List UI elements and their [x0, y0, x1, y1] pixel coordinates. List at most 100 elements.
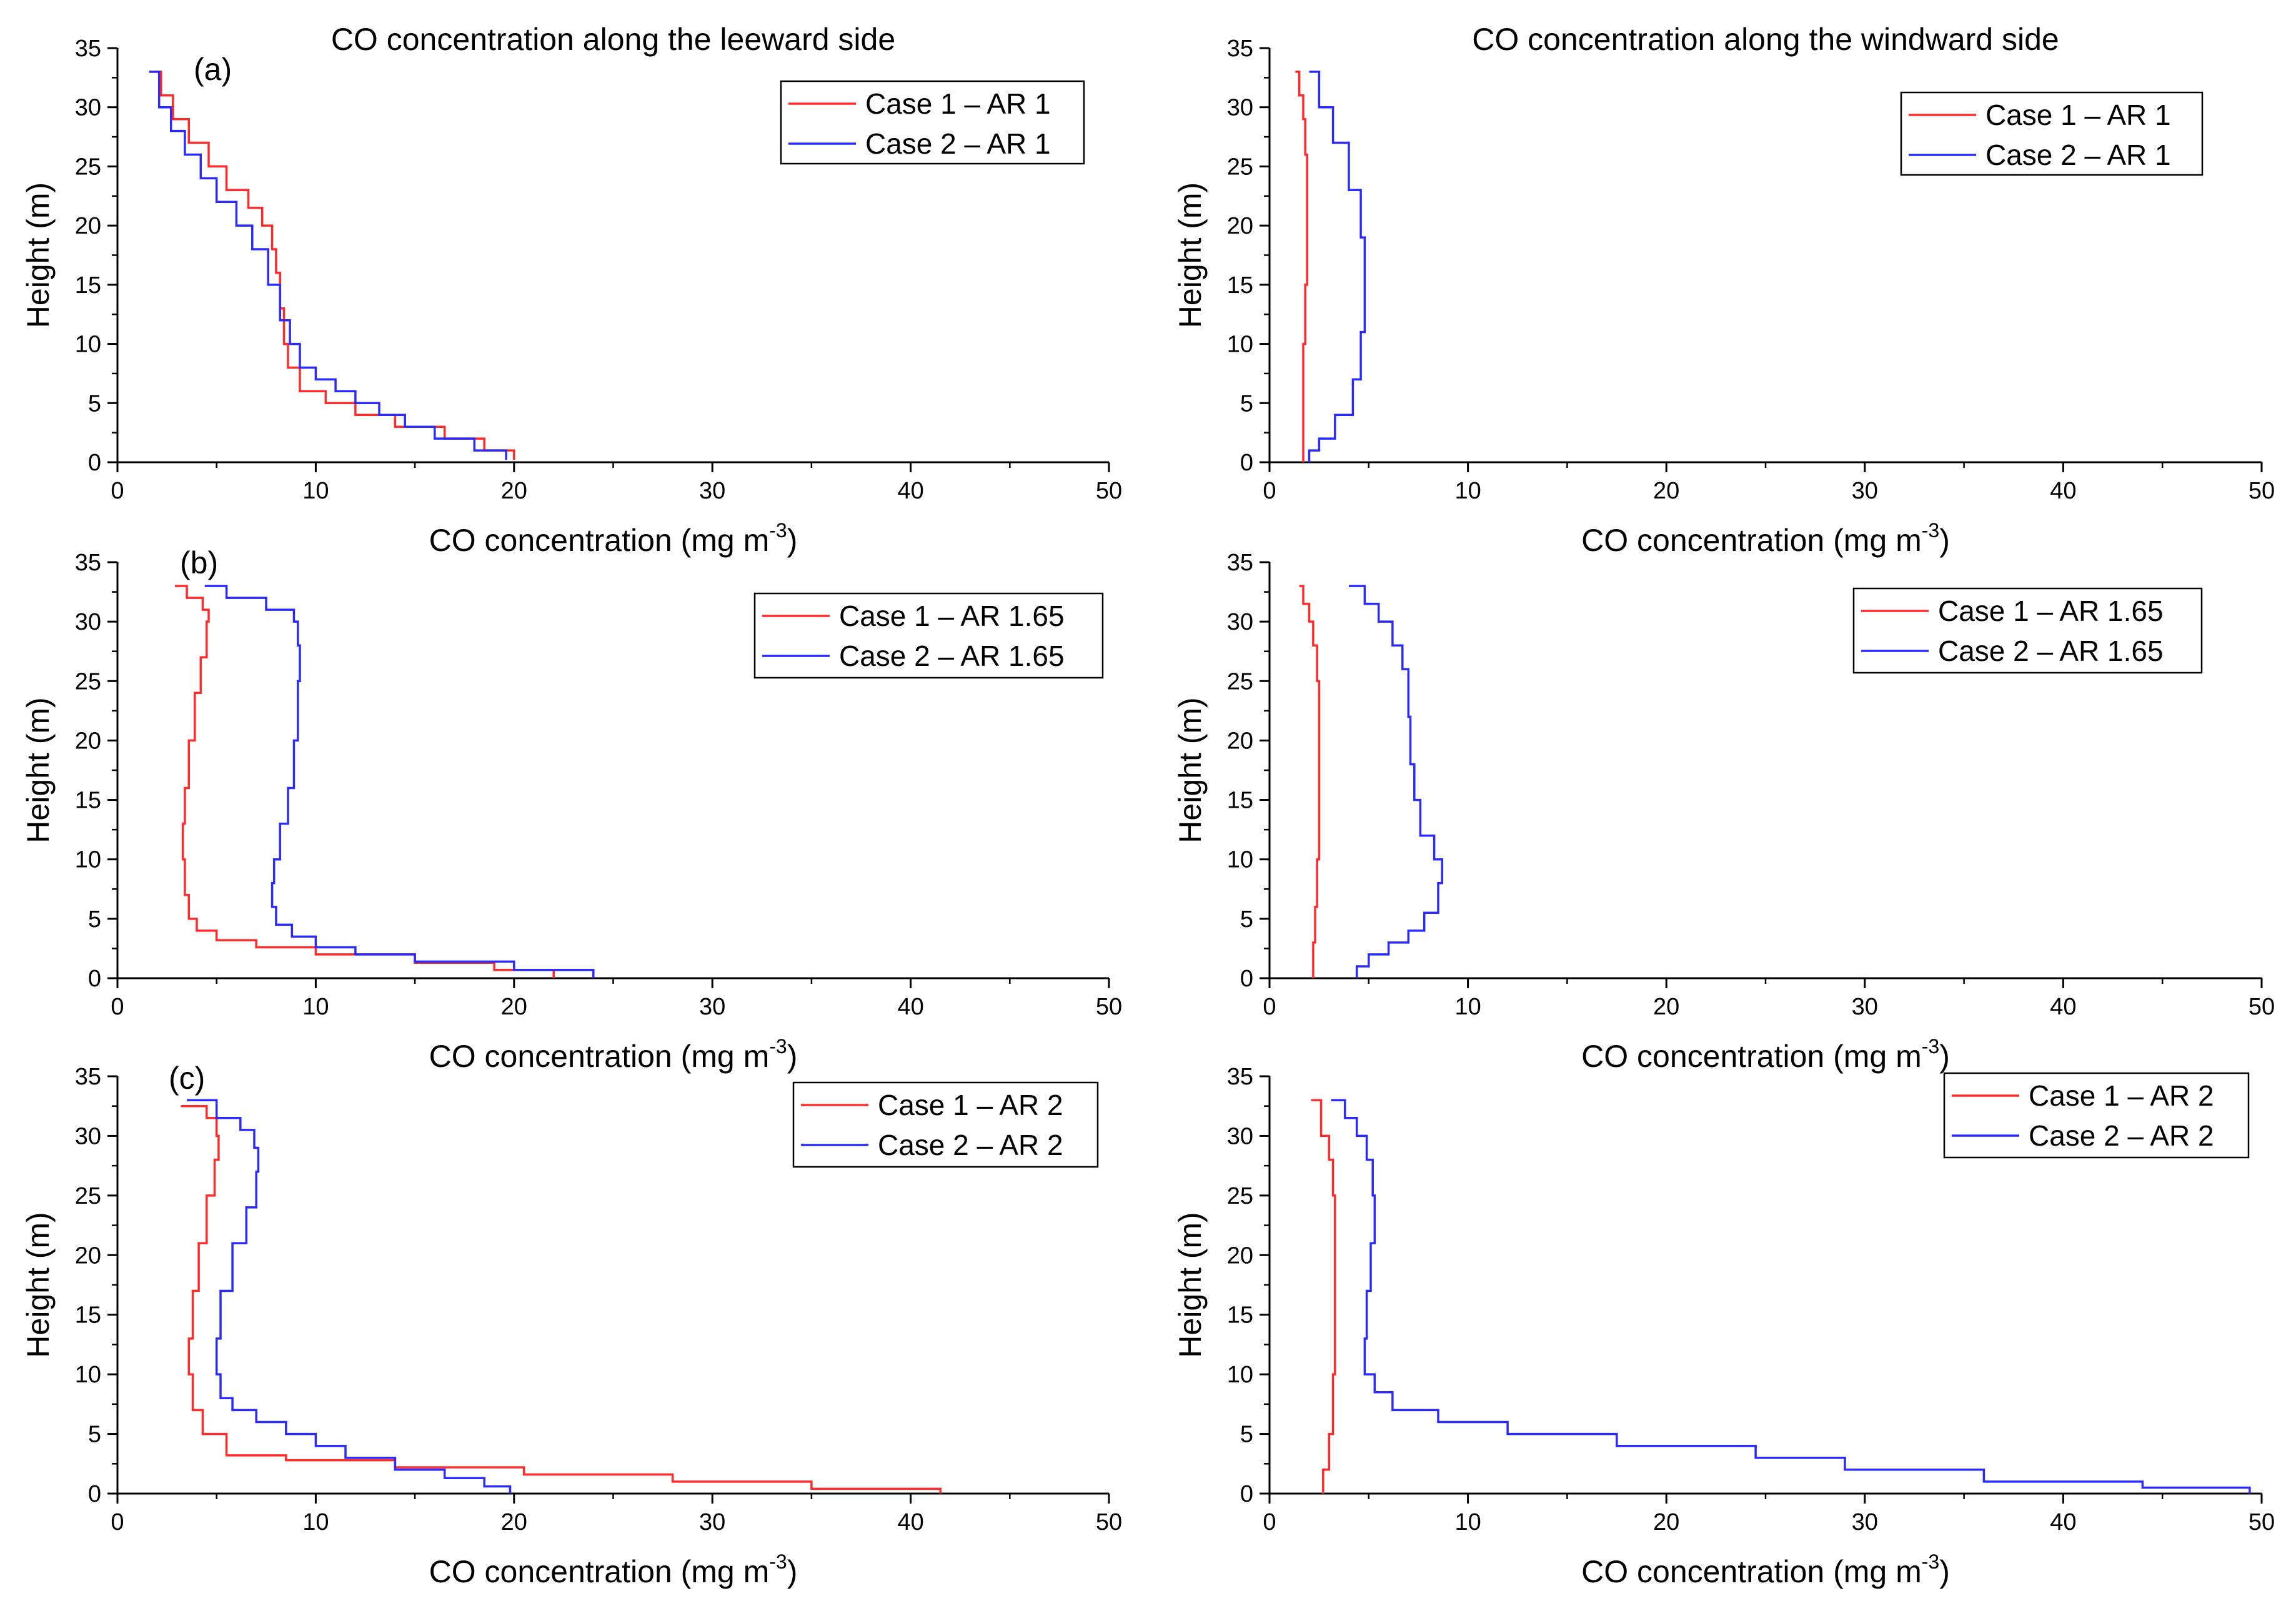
legend-label: Case 2 – AR 1	[865, 127, 1051, 160]
x-axis-title: CO concentration (mg m-3)	[429, 1550, 798, 1589]
y-tick-label: 15	[75, 788, 101, 814]
y-tick-label: 15	[75, 272, 101, 299]
y-tick-label: 30	[1227, 95, 1253, 121]
x-tick-label: 50	[2249, 994, 2275, 1020]
x-tick-label: 30	[1852, 478, 1878, 504]
x-tick-label: 0	[1263, 478, 1276, 504]
x-tick-label: 20	[501, 1509, 527, 1535]
series-line-case-2	[1331, 1099, 2251, 1494]
legend-label: Case 1 – AR 1.65	[839, 600, 1065, 632]
legend: Case 1 – AR 1 Case 2 – AR 1	[780, 80, 1085, 165]
legend-label: Case 1 – AR 1	[1985, 99, 2171, 131]
legend-box	[792, 1081, 1099, 1168]
y-tick-label: 20	[1227, 728, 1253, 754]
legend: Case 1 – AR 1 Case 2 – AR 1	[1900, 91, 2204, 176]
series-line-case-2	[1308, 71, 1366, 462]
y-tick-label: 10	[75, 1362, 101, 1388]
panel-letter: (c)	[169, 1061, 205, 1096]
x-tick-label: 40	[2050, 994, 2076, 1020]
legend-label: Case 2 – AR 1.65	[839, 640, 1065, 672]
y-tick-label: 10	[1227, 332, 1253, 358]
series-line-case-1	[175, 585, 555, 978]
series-line-case-1	[181, 1104, 942, 1494]
x-tick-label: 0	[1263, 1509, 1276, 1535]
y-axis-title: Height (m)	[21, 182, 56, 328]
y-tick-label: 30	[75, 609, 101, 635]
x-tick-label: 10	[302, 478, 329, 504]
y-tick-label: 10	[1227, 1362, 1253, 1388]
x-axis-title: CO concentration (mg m-3)	[1581, 1035, 1950, 1074]
series-line-case-1	[1295, 71, 1309, 462]
chart-panel-6: 0 10 20 30 40 50 0 5 10 15 20 25 30 35 Height (m) CO co…	[1173, 1064, 2275, 1589]
x-tick-label: 40	[2050, 478, 2076, 504]
series-line-case-2	[1349, 585, 1444, 978]
legend-label: Case 1 – AR 1	[865, 87, 1051, 120]
x-tick-label: 30	[699, 1509, 725, 1535]
legend-box	[753, 592, 1104, 679]
y-tick-label: 25	[75, 154, 101, 180]
x-tick-label: 10	[1454, 1509, 1481, 1535]
x-tick-label: 20	[1653, 1509, 1679, 1535]
y-axis-title: Height (m)	[21, 697, 56, 843]
series-line-case-1	[149, 71, 515, 460]
legend-label: Case 1 – AR 1.65	[1938, 595, 2164, 627]
series-line-case-2	[149, 71, 507, 460]
legend-box	[780, 80, 1085, 165]
x-axis-title: CO concentration (mg m-3)	[1581, 1550, 1950, 1589]
x-tick-label: 0	[111, 478, 124, 504]
y-tick-label: 0	[88, 966, 101, 992]
legend-label: Case 2 – AR 1	[1985, 139, 2171, 171]
y-tick-label: 0	[1240, 1481, 1253, 1507]
legend: Case 1 – AR 1.65 Case 2 – AR 1.65	[1852, 587, 2203, 674]
x-tick-label: 50	[2249, 1509, 2275, 1535]
x-axis-title: CO concentration (mg m-3)	[429, 519, 798, 558]
x-axis-title: CO concentration (mg m-3)	[429, 1035, 798, 1074]
y-tick-label: 0	[1240, 450, 1253, 476]
x-tick-label: 40	[897, 478, 923, 504]
x-tick-label: 40	[2050, 1509, 2076, 1535]
legend-label: Case 2 – AR 2	[878, 1129, 1063, 1161]
legend-label: Case 2 – AR 1.65	[1938, 635, 2164, 667]
legend-box	[1852, 587, 2203, 674]
chart-panel-2: 0 10 20 30 40 50 0 5 10 15 20 25 30 35 Height (m) CO co…	[1173, 22, 2275, 558]
x-tick-label: 20	[1653, 994, 1679, 1020]
x-tick-label: 50	[1096, 1509, 1122, 1535]
y-tick-label: 35	[75, 36, 101, 62]
y-tick-label: 30	[75, 95, 101, 121]
chart-panel-4: 0 10 20 30 40 50 0 5 10 15 20 25 30 35 Height (m) CO co…	[1173, 550, 2275, 1074]
y-tick-label: 10	[1227, 847, 1253, 873]
y-tick-label: 35	[75, 550, 101, 576]
y-tick-label: 20	[75, 1242, 101, 1269]
y-tick-label: 25	[1227, 668, 1253, 695]
y-tick-label: 5	[88, 906, 101, 933]
x-tick-label: 40	[897, 1509, 923, 1535]
y-tick-label: 25	[75, 1183, 101, 1209]
y-tick-label: 35	[1227, 36, 1253, 62]
x-tick-label: 30	[699, 994, 725, 1020]
y-axis-title: Height (m)	[1173, 697, 1208, 843]
y-tick-label: 0	[88, 450, 101, 476]
y-tick-label: 20	[75, 728, 101, 754]
x-tick-label: 20	[1653, 478, 1679, 504]
y-tick-label: 10	[75, 847, 101, 873]
y-tick-label: 5	[1240, 906, 1253, 933]
legend-label: Case 1 – AR 2	[878, 1089, 1063, 1121]
y-tick-label: 20	[1227, 213, 1253, 239]
legend: Case 1 – AR 1.65 Case 2 – AR 1.65	[753, 592, 1104, 679]
chart-panel-5: 0 10 20 30 40 50 0 5 10 15 20 25 30 35 Height (m) CO co…	[21, 1061, 1122, 1589]
legend-label: Case 2 – AR 2	[2029, 1119, 2214, 1152]
chart-panel-3: 0 10 20 30 40 50 0 5 10 15 20 25 30 35 Height (m) CO co…	[21, 545, 1122, 1074]
y-tick-label: 15	[1227, 1302, 1253, 1329]
y-tick-label: 30	[75, 1123, 101, 1149]
x-tick-label: 30	[1852, 994, 1878, 1020]
y-tick-label: 25	[75, 668, 101, 695]
y-tick-label: 5	[88, 1422, 101, 1448]
legend-box	[1943, 1072, 2250, 1159]
x-tick-label: 0	[111, 994, 124, 1020]
x-tick-label: 30	[699, 478, 725, 504]
y-axis-title: Height (m)	[21, 1212, 56, 1357]
y-tick-label: 5	[1240, 390, 1253, 417]
y-tick-label: 30	[1227, 609, 1253, 635]
y-tick-label: 30	[1227, 1123, 1253, 1149]
